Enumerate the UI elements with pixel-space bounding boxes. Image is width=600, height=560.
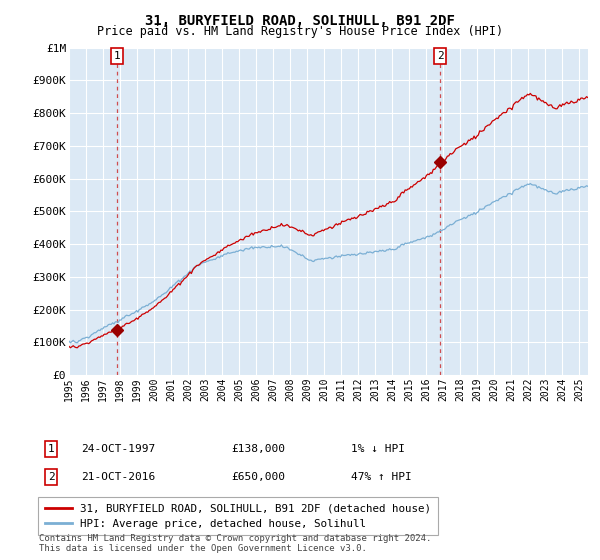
Legend: 31, BURYFIELD ROAD, SOLIHULL, B91 2DF (detached house), HPI: Average price, deta: 31, BURYFIELD ROAD, SOLIHULL, B91 2DF (d…: [38, 497, 438, 535]
Text: 1: 1: [113, 51, 120, 61]
Text: £650,000: £650,000: [231, 472, 285, 482]
Text: £138,000: £138,000: [231, 444, 285, 454]
Text: 21-OCT-2016: 21-OCT-2016: [81, 472, 155, 482]
Text: 47% ↑ HPI: 47% ↑ HPI: [351, 472, 412, 482]
Text: 31, BURYFIELD ROAD, SOLIHULL, B91 2DF: 31, BURYFIELD ROAD, SOLIHULL, B91 2DF: [145, 14, 455, 28]
Text: Price paid vs. HM Land Registry's House Price Index (HPI): Price paid vs. HM Land Registry's House …: [97, 25, 503, 38]
Text: 24-OCT-1997: 24-OCT-1997: [81, 444, 155, 454]
Text: 2: 2: [437, 51, 443, 61]
Text: 1: 1: [47, 444, 55, 454]
Text: Contains HM Land Registry data © Crown copyright and database right 2024.
This d: Contains HM Land Registry data © Crown c…: [39, 534, 431, 553]
Text: 1% ↓ HPI: 1% ↓ HPI: [351, 444, 405, 454]
Text: 2: 2: [47, 472, 55, 482]
